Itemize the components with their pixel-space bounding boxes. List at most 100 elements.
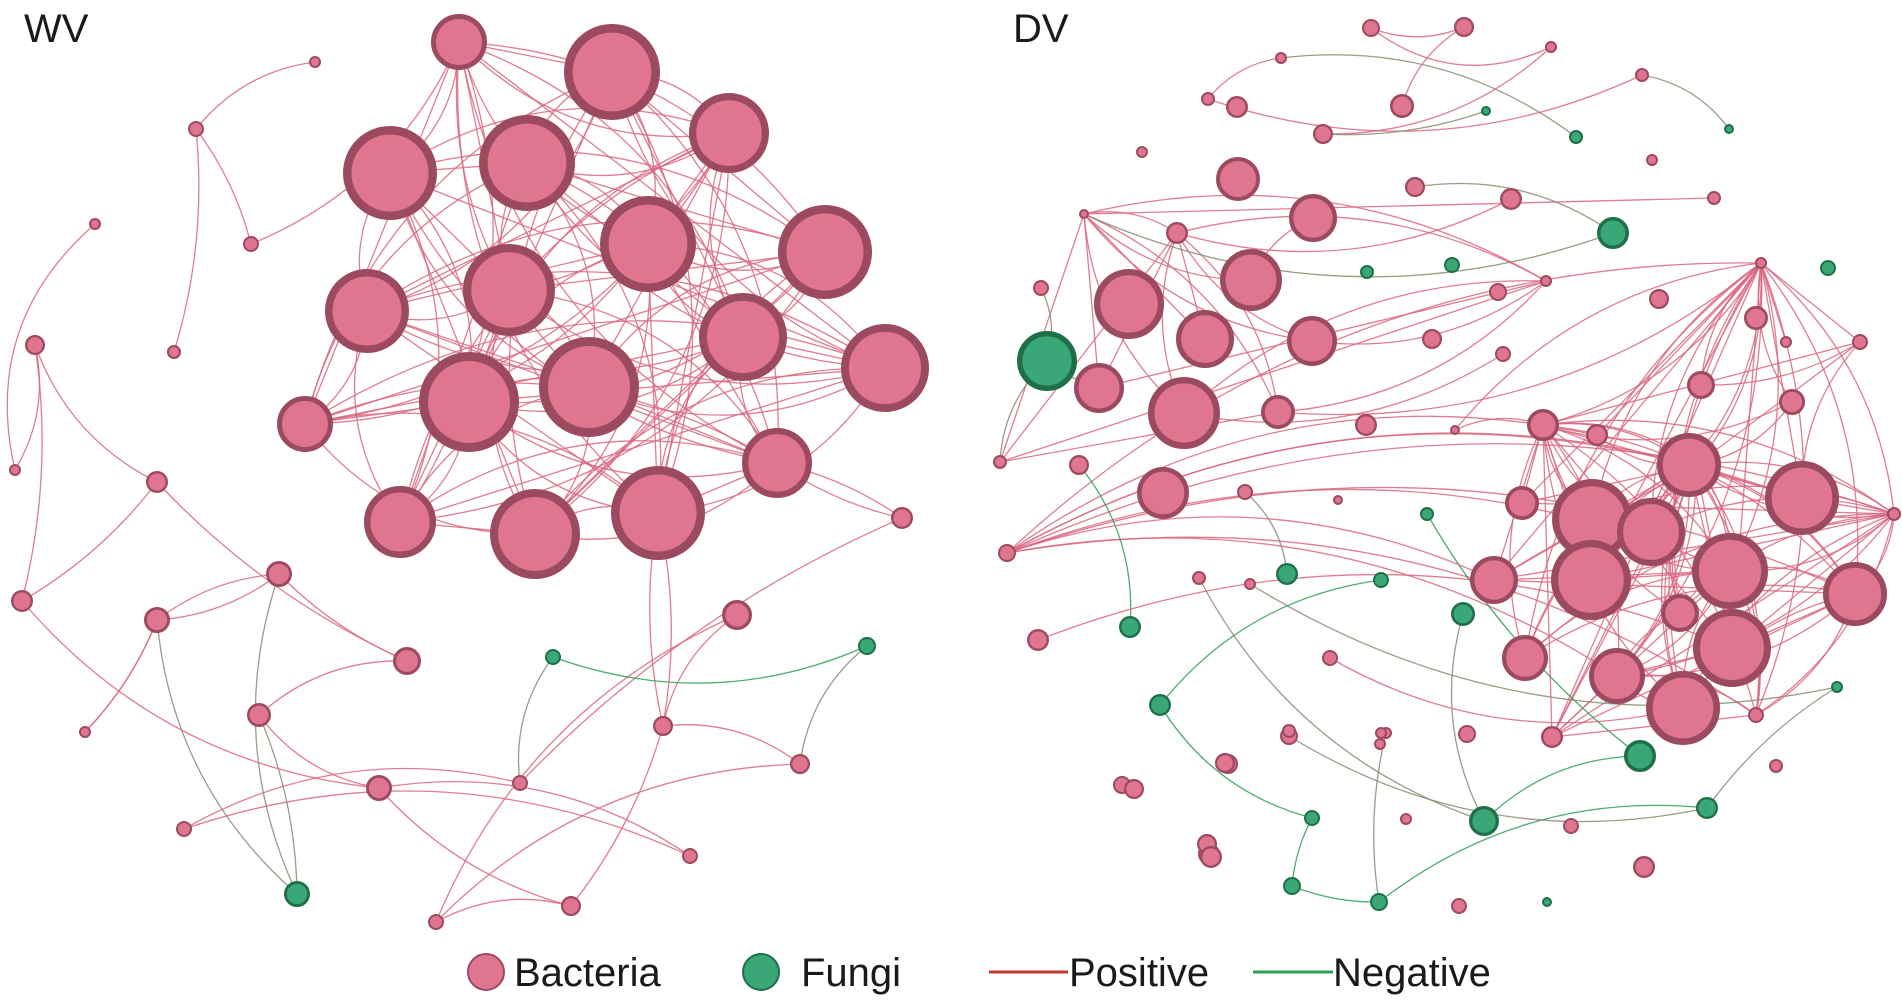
- positive-edge: [173, 128, 200, 353]
- bacteria-node: [1550, 539, 1631, 620]
- bacteria-node: [1074, 363, 1124, 413]
- edge: [799, 645, 868, 765]
- positive-edge: [570, 725, 664, 907]
- positive-edge: [1370, 26, 1465, 38]
- bacteria-node: [167, 345, 181, 359]
- bacteria-node: [1287, 316, 1337, 366]
- bacteria-node: [1375, 727, 1387, 739]
- bacteria-node: [365, 774, 392, 801]
- positive-edge: [1277, 280, 1547, 413]
- bacteria-node: [1489, 283, 1507, 301]
- positive-edge: [6, 223, 96, 471]
- positive-edge: [1524, 584, 1856, 659]
- bacteria-node: [1632, 856, 1655, 879]
- bacteria-node: [610, 466, 705, 561]
- positive-edge: [1006, 433, 1690, 554]
- bacteria-node: [1389, 93, 1414, 119]
- fungi-node: [1444, 257, 1460, 273]
- bacteria-node: [343, 125, 438, 220]
- bacteria-node: [1275, 52, 1287, 64]
- fungi-node: [1597, 216, 1630, 249]
- edge: [1249, 583, 1838, 707]
- positive-edge: [1370, 27, 1552, 66]
- edge: [258, 714, 298, 895]
- positive-edge: [526, 162, 662, 514]
- positive-edge: [278, 573, 408, 662]
- bacteria-node: [146, 470, 169, 493]
- edge: [1244, 491, 1288, 575]
- positive-edge: [84, 619, 158, 733]
- bacteria-node: [1563, 818, 1579, 834]
- negative-edge: [1483, 755, 1641, 822]
- bacteria-node: [1545, 41, 1557, 53]
- bacteria-node: [1362, 19, 1380, 37]
- bacteria-node: [188, 121, 204, 137]
- bacteria-node: [682, 848, 698, 864]
- bacteria-node: [1540, 275, 1552, 287]
- positive-edge: [999, 280, 1547, 463]
- positive-edge: [458, 41, 744, 338]
- bacteria-node: [1201, 92, 1215, 106]
- edge: [1280, 54, 1577, 138]
- bacteria-node: [489, 488, 580, 579]
- positive-edge: [1509, 424, 1544, 659]
- bacteria-node: [89, 218, 101, 230]
- positive-edge: [1542, 262, 1762, 426]
- positive-edge: [399, 162, 528, 523]
- positive-edge: [21, 600, 380, 789]
- positive-edge: [1083, 213, 1279, 413]
- positive-edge: [1207, 74, 1643, 132]
- bacteria-node: [564, 23, 661, 121]
- bacteria-node: [1199, 846, 1222, 869]
- positive-edge: [1183, 353, 1504, 423]
- positive-edge: [183, 790, 691, 857]
- positive-edge: [999, 232, 1178, 463]
- bacteria-node: [841, 323, 930, 412]
- positive-edge: [1760, 262, 1859, 595]
- fungi-node: [1724, 124, 1734, 134]
- negative-edge: [1078, 464, 1132, 628]
- bacteria-node: [1501, 635, 1548, 682]
- bacteria-node: [265, 560, 292, 587]
- bacteria-node: [1648, 289, 1669, 310]
- bacteria-node: [1635, 68, 1649, 82]
- bacteria-node: [324, 268, 410, 354]
- positive-edge: [1673, 262, 1762, 614]
- bacteria-node: [600, 196, 697, 293]
- positive-edge: [1006, 262, 1762, 554]
- bacteria-node: [428, 914, 444, 930]
- bacteria-node: [1312, 123, 1333, 144]
- bacteria-node: [1887, 507, 1901, 521]
- bacteria-node: [1527, 409, 1560, 442]
- bacteria-node: [1136, 146, 1148, 158]
- positive-edge: [1454, 262, 1762, 431]
- negative-edge: [1159, 579, 1382, 706]
- bacteria-node: [777, 204, 872, 299]
- bacteria-node: [1237, 484, 1253, 500]
- bacteria-node: [993, 455, 1007, 469]
- network-nodes: [9, 14, 1901, 930]
- positive-edge: [611, 71, 779, 464]
- positive-edge: [34, 344, 158, 483]
- positive-edge: [1176, 198, 1512, 253]
- positive-edge: [1322, 46, 1552, 135]
- edge: [1198, 577, 1485, 822]
- positive-edge: [366, 71, 613, 312]
- bacteria-node: [1220, 249, 1283, 312]
- positive-edge: [304, 162, 528, 425]
- positive-edge: [662, 724, 801, 765]
- bacteria-node: [1646, 154, 1658, 166]
- edge: [254, 573, 298, 895]
- bacteria-node: [1244, 578, 1256, 590]
- positive-edge: [378, 787, 572, 907]
- bacteria-node: [1617, 497, 1686, 566]
- bacteria-node: [243, 236, 259, 252]
- positive-edge: [1493, 262, 1762, 581]
- positive-edge: [1755, 513, 1895, 716]
- bacteria-node: [1499, 188, 1522, 211]
- positive-edge: [1006, 516, 1495, 581]
- fungi-node: [283, 880, 310, 907]
- bacteria-node: [560, 895, 581, 916]
- legend-bacteria-label: Bacteria: [514, 951, 661, 995]
